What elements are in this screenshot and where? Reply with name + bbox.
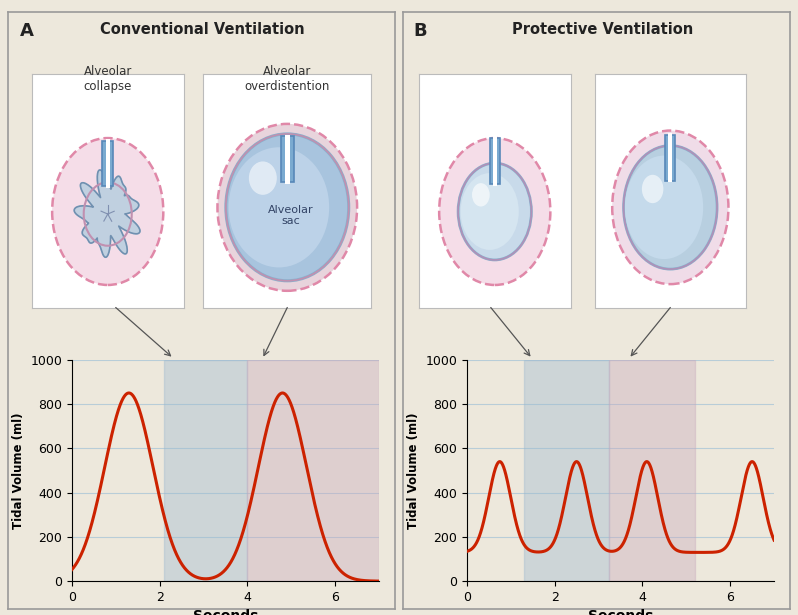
Bar: [523, 360, 610, 581]
Y-axis label: Tidal Volume (ml): Tidal Volume (ml): [12, 412, 25, 529]
Circle shape: [642, 175, 663, 203]
Bar: [105, 139, 110, 188]
Bar: [285, 135, 290, 184]
X-axis label: Seconds: Seconds: [193, 609, 258, 615]
Circle shape: [52, 138, 164, 285]
Text: B: B: [413, 22, 427, 39]
Y-axis label: Tidal Volume (ml): Tidal Volume (ml): [407, 412, 420, 529]
Bar: [102, 141, 113, 186]
Circle shape: [612, 130, 729, 284]
Bar: [666, 135, 675, 181]
Circle shape: [439, 138, 551, 285]
Circle shape: [460, 173, 519, 250]
X-axis label: Seconds: Seconds: [588, 609, 653, 615]
Circle shape: [228, 147, 329, 268]
Circle shape: [472, 183, 490, 207]
Text: Conventional Ventilation: Conventional Ventilation: [100, 22, 304, 36]
Bar: [281, 137, 294, 182]
Circle shape: [217, 124, 357, 291]
Bar: [164, 360, 247, 581]
Circle shape: [623, 146, 717, 269]
Polygon shape: [74, 170, 140, 257]
Bar: [610, 360, 695, 581]
Text: Alveolar
overdistention: Alveolar overdistention: [245, 65, 330, 93]
Bar: [669, 133, 672, 182]
Bar: [493, 137, 496, 186]
Circle shape: [226, 134, 349, 281]
Bar: [490, 138, 500, 184]
Bar: [247, 360, 379, 581]
Text: A: A: [20, 22, 34, 39]
Text: Alveolar
collapse: Alveolar collapse: [84, 65, 132, 93]
Circle shape: [458, 163, 531, 260]
Circle shape: [249, 161, 277, 195]
Text: Protective Ventilation: Protective Ventilation: [512, 22, 693, 36]
Circle shape: [625, 156, 703, 259]
Text: Alveolar
sac: Alveolar sac: [268, 205, 314, 226]
